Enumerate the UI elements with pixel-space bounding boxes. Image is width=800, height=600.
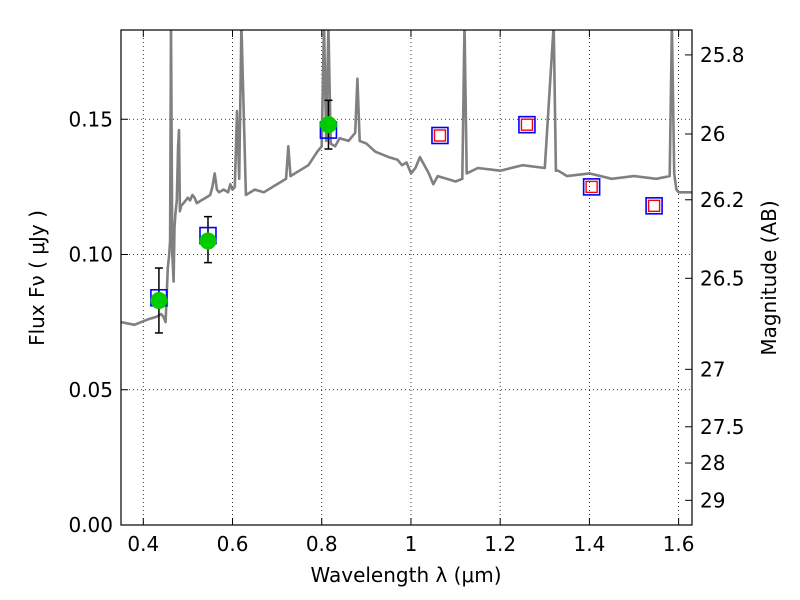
y2-tick-label: 27.5 (700, 415, 745, 439)
plot-area (121, 30, 692, 334)
y-tick-label: 0.00 (68, 513, 113, 537)
x-axis-label: Wavelength λ (μm) (310, 563, 501, 587)
x-tick-label: 1.6 (663, 532, 695, 556)
sed-model-line (121, 30, 692, 327)
y2-tick-label: 26.2 (700, 188, 745, 212)
y2-tick-label: 27 (700, 357, 725, 381)
grid (121, 30, 692, 525)
y-axis-label: Flux Fν ( μJy ) (25, 210, 49, 346)
plot-frame (120, 29, 693, 526)
red-square-marker (433, 129, 447, 142)
red-square-marker (520, 118, 534, 131)
y2-tick-label: 25.8 (700, 43, 745, 67)
x-tick-label: 1 (405, 532, 418, 556)
y-tick-label: 0.05 (68, 378, 113, 402)
x-tick-label: 0.8 (306, 532, 338, 556)
green-data-point (319, 116, 337, 134)
green-data-point (199, 232, 217, 250)
y2-tick-label: 28 (700, 451, 725, 475)
blue-square-marker (518, 115, 536, 134)
x-tick-label: 0.4 (127, 532, 159, 556)
y2-axis-label: Magnitude (AB) (757, 200, 781, 355)
blue-square-marker (645, 197, 663, 215)
y2-tick-label: 26.5 (700, 266, 745, 290)
blue-square-marker (582, 178, 601, 196)
x-tick-label: 1.4 (573, 532, 605, 556)
y2-tick-label: 29 (700, 488, 725, 512)
x-tick-label: 0.6 (217, 532, 249, 556)
y-tick-label: 0.10 (68, 243, 113, 267)
green-data-point (150, 291, 168, 309)
y-tick-label: 0.15 (68, 107, 113, 131)
y2-tick-label: 26 (700, 122, 725, 146)
axis-ticks: 0.4 0.6 0.8 1 1.2 1.4 1.6 0.00 0.05 0.10 0.15 25.8 2… (68, 30, 745, 556)
blue-square-marker (431, 126, 449, 145)
red-square-marker (585, 180, 598, 194)
red-square-marker (647, 199, 661, 213)
x-tick-label: 1.2 (484, 532, 516, 556)
